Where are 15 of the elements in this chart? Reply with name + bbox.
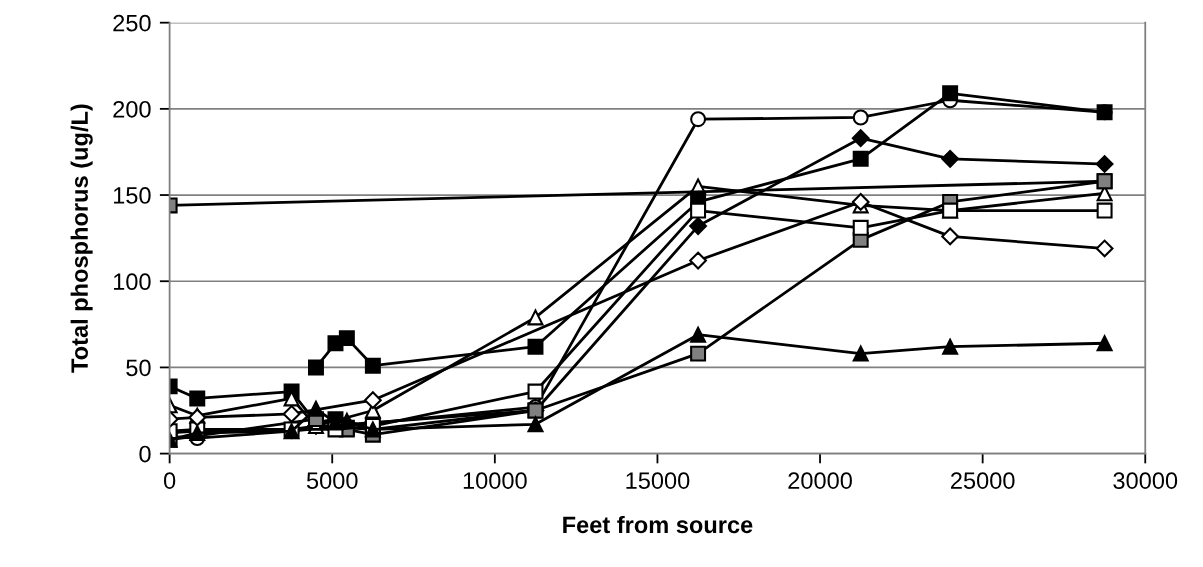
x-tick-label: 30000 [1113,472,1178,489]
y-tick-label: 0 [139,445,151,463]
y-axis-title: Total phosphorus (ug/L) [70,104,93,373]
x-tick-label: 10000 [463,472,527,489]
x-tick-label: 0 [163,472,176,489]
y-tick-label: 100 [113,273,151,291]
y-tick-label: 250 [113,14,151,32]
x-tick-label: 15000 [626,472,690,489]
x-tick-label: 5000 [306,472,358,489]
x-tick-label: 25000 [951,472,1015,489]
y-tick-label: 200 [113,100,151,118]
y-tick-label: 50 [126,359,151,377]
x-tick-label: 20000 [788,472,852,489]
y-tick-label: 150 [113,187,151,204]
x-axis-title: Feet from source [563,515,753,534]
